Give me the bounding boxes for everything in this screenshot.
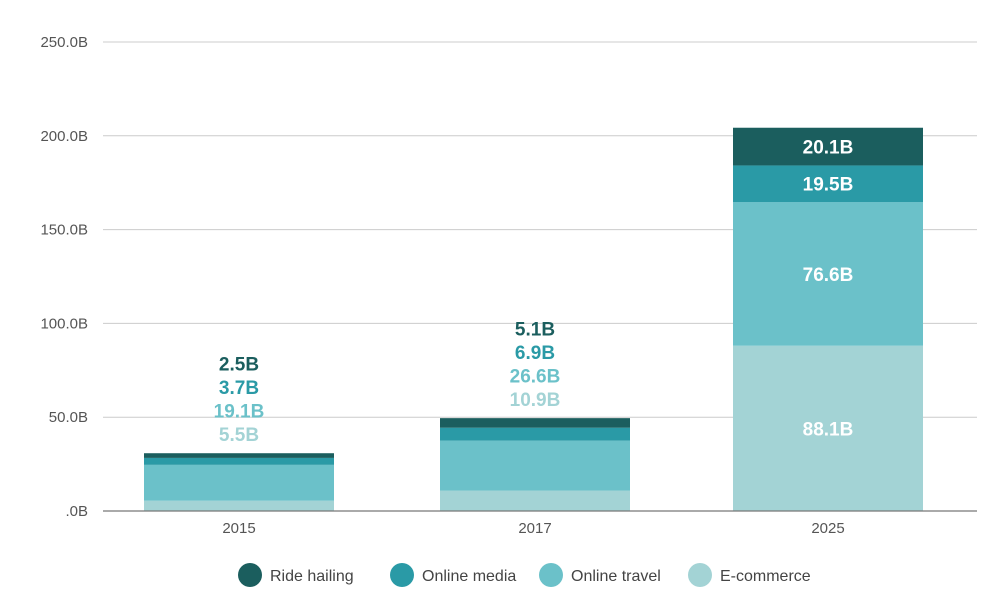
x-tick-label: 2015 — [222, 520, 255, 537]
y-tick-label: 50.0B — [49, 409, 88, 426]
bar-segment — [733, 127, 923, 166]
data-label: 26.6B — [510, 367, 561, 388]
data-label: 76.6B — [803, 265, 854, 286]
bar-segment — [733, 202, 923, 346]
data-label: 88.1B — [803, 419, 854, 440]
y-tick-label: 250.0B — [40, 34, 88, 51]
data-label: 3.7B — [219, 378, 259, 399]
bar-segment — [440, 440, 630, 491]
bar-segment — [144, 453, 334, 458]
legend-swatch — [539, 563, 563, 587]
data-label: 20.1B — [803, 138, 854, 159]
bar-segment — [440, 427, 630, 441]
legend-label: Online travel — [571, 568, 661, 585]
data-label: 5.1B — [515, 320, 555, 341]
data-label: 10.9B — [510, 390, 561, 411]
data-label: 5.5B — [219, 425, 259, 446]
legend-label: Ride hailing — [270, 568, 354, 585]
bar-segment — [733, 165, 923, 203]
bar-segment — [144, 500, 334, 511]
y-tick-label: 150.0B — [40, 222, 88, 239]
x-tick-label: 2025 — [811, 520, 844, 537]
legend-swatch — [688, 563, 712, 587]
legend: Ride hailing Online media Online travel E-c… — [238, 563, 811, 587]
data-label: 2.5B — [219, 355, 259, 376]
legend-swatch — [238, 563, 262, 587]
x-tick-label: 2017 — [518, 520, 551, 537]
data-label: 19.5B — [803, 175, 854, 196]
legend-label: Online media — [422, 568, 516, 585]
y-axis-ticks: .0B 50.0B 100.0B 150.0B 200.0B 250.0B — [40, 34, 88, 520]
data-label: 19.1B — [214, 402, 265, 423]
bars — [144, 127, 923, 511]
bar-segment — [440, 490, 630, 511]
bar-segment — [440, 418, 630, 428]
bar-segment — [144, 457, 334, 465]
legend-swatch — [390, 563, 414, 587]
y-tick-label: .0B — [65, 503, 88, 520]
bar-segment — [144, 464, 334, 501]
bar-segment — [733, 345, 923, 511]
y-tick-label: 200.0B — [40, 128, 88, 145]
data-label: 6.9B — [515, 343, 555, 364]
legend-label: E-commerce — [720, 568, 811, 585]
x-axis-ticks: 2015 2017 2025 — [222, 520, 844, 537]
y-tick-label: 100.0B — [40, 315, 88, 332]
